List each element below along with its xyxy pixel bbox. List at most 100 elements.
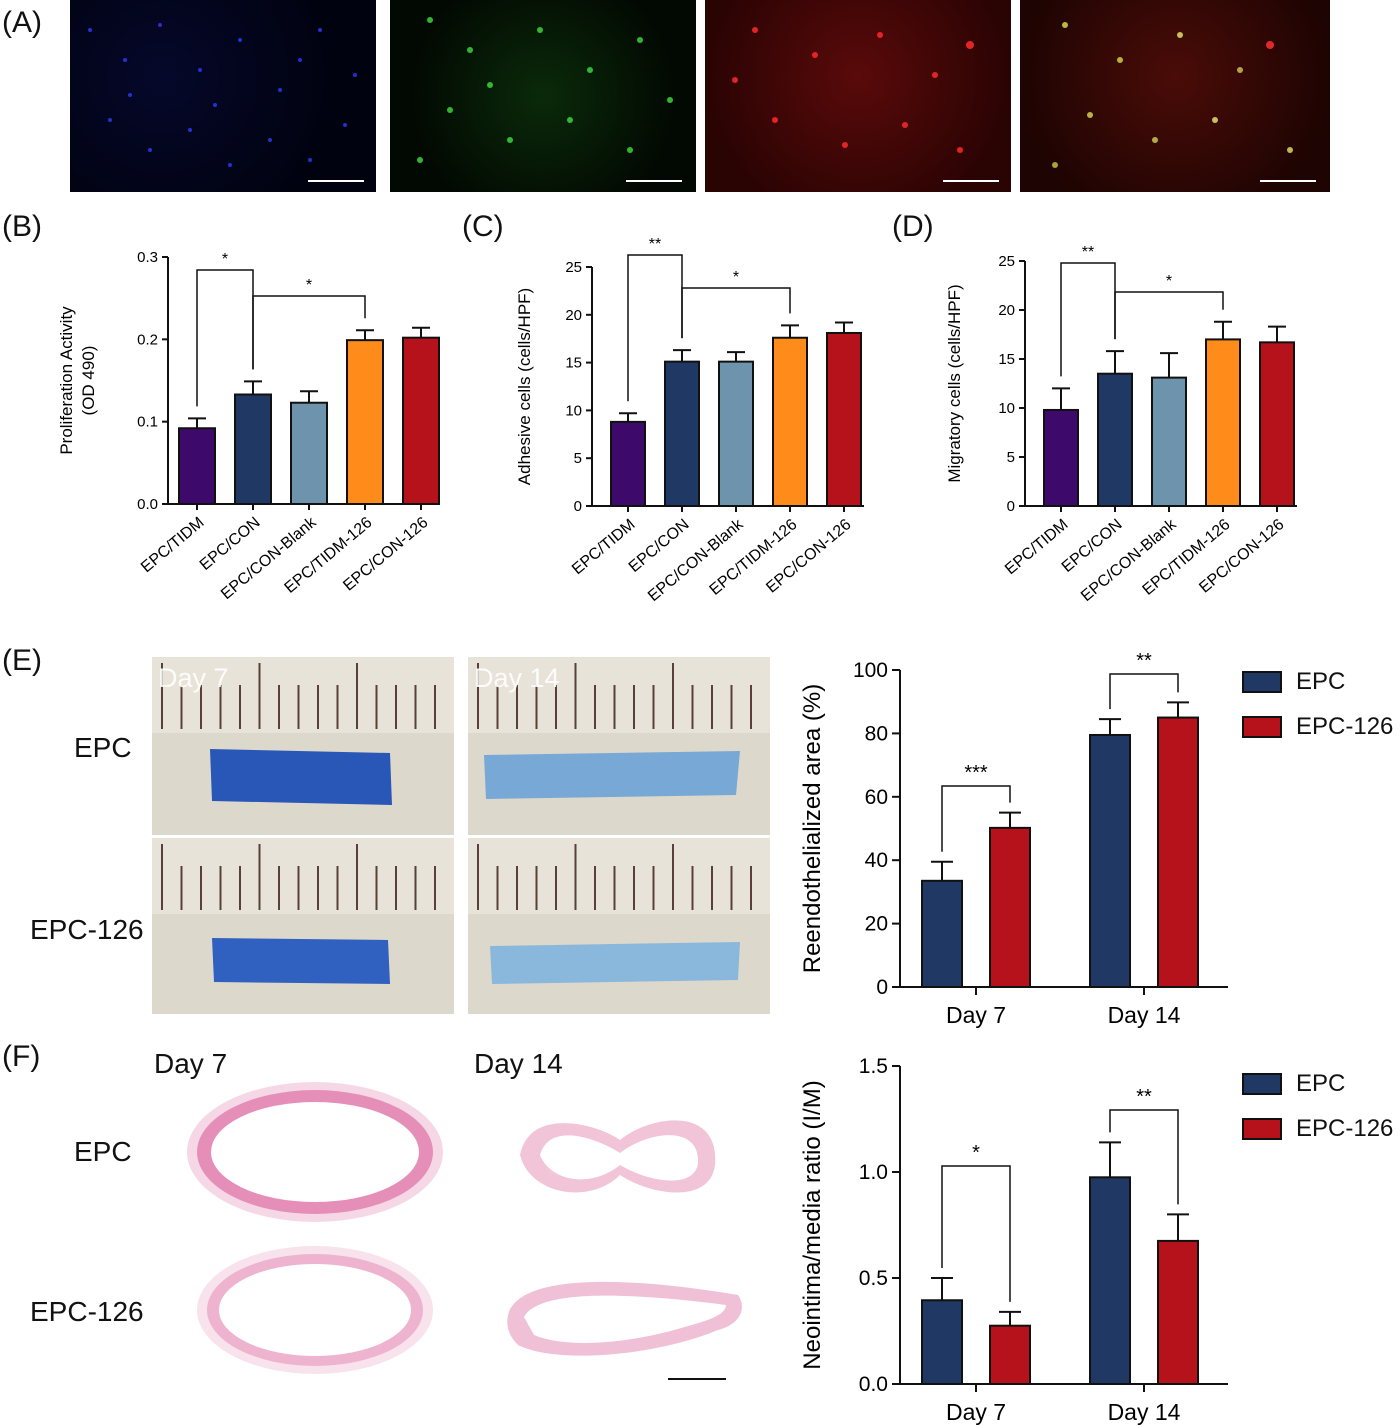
significance-bracket (681, 287, 791, 339)
vessel-stained (212, 938, 390, 984)
merged-cells (1052, 22, 1293, 168)
y-tick-label: 100 (853, 659, 888, 682)
micrograph-green (390, 0, 696, 192)
y-tick-label: 0 (1007, 498, 1015, 515)
significance-bracket (252, 295, 366, 370)
significance-bracket (941, 1165, 1011, 1302)
chart-d-migration: 0 5 10 15 20 25 Migratory cells (cells/HPF) EPC… (945, 244, 1297, 605)
scale-bar (668, 1378, 726, 1380)
red-cells (732, 27, 974, 153)
bar (772, 336, 808, 507)
significance-label: ** (649, 236, 661, 253)
green-cells (417, 17, 673, 163)
photo-epc126-day14 (468, 838, 770, 1014)
histology-epc126-day14 (507, 1281, 742, 1356)
micrograph-merge (1020, 0, 1330, 192)
y-tick-label: 10 (998, 400, 1015, 417)
ruler (468, 838, 770, 914)
y-axis-label: Adhesive cells (cells/HPF) (515, 288, 534, 485)
legend-swatch-epc (1242, 671, 1282, 693)
y-tick-label: 0.1 (137, 414, 158, 431)
panel-label-a: (A) (2, 6, 42, 39)
y-tick-label: 25 (998, 253, 1015, 270)
legend-swatch-epc (1242, 1073, 1282, 1095)
scale-bar (626, 180, 682, 182)
y-tick-label: 40 (865, 849, 888, 872)
significance-label: ** (1136, 650, 1152, 672)
bar (664, 360, 700, 507)
y-tick-label: 60 (865, 786, 888, 809)
y-tick-label: 80 (865, 722, 888, 745)
x-tick-label: Day 7 (946, 1002, 1006, 1028)
significance-bracket (1109, 673, 1179, 710)
day-label: Day 7 (158, 663, 229, 693)
significance-bracket (1060, 262, 1116, 377)
y-tick-label: 0.3 (137, 249, 158, 266)
significance-bracket (1109, 1109, 1179, 1205)
y-tick-label: 20 (865, 913, 888, 936)
y-tick-label: 0.2 (137, 331, 158, 348)
y-tick-label: 0.0 (859, 1373, 888, 1396)
panel-label-f: (F) (2, 1040, 41, 1073)
photo-epc-day7: Day 7 (152, 657, 454, 835)
bar (989, 826, 1031, 988)
panel-label-c: (C) (462, 210, 504, 243)
scale-bar (308, 180, 364, 182)
scale-bar (943, 180, 999, 182)
bar (1259, 341, 1295, 507)
histology-epc126-day7 (197, 1246, 433, 1374)
bar (610, 420, 646, 507)
significance-label: ** (1082, 244, 1094, 261)
bar (234, 393, 272, 506)
panel-label-d: (D) (892, 210, 934, 243)
vessel-stained (484, 751, 740, 799)
ruler (152, 838, 454, 914)
x-tick-label: EPC/CON-Blank (645, 515, 747, 605)
row-label-epc126: EPC-126 (30, 1296, 144, 1327)
y-axis-label: Neointima/media ratio (I/M) (799, 1080, 826, 1369)
y-tick-label: 0.5 (859, 1267, 888, 1290)
bar (1089, 1176, 1131, 1385)
y-tick-label: 25 (565, 259, 582, 276)
legend-swatch-epc126 (1242, 1118, 1282, 1140)
y-axis-label: (OD 490) (79, 346, 98, 416)
bar (1097, 372, 1133, 507)
panel-label-e: (E) (2, 644, 42, 677)
y-tick-label: 0.0 (137, 496, 158, 513)
bar (826, 331, 862, 507)
bar (1089, 733, 1131, 988)
legend-e: EPC EPC-126 (1242, 668, 1400, 748)
bar (718, 360, 754, 507)
significance-label: *** (964, 762, 988, 784)
legend-label-epc: EPC (1296, 1070, 1346, 1097)
bar (1205, 338, 1241, 508)
day-label-day14: Day 14 (474, 1048, 563, 1079)
day-label: Day 14 (474, 663, 560, 693)
y-tick-label: 20 (565, 307, 582, 324)
bar (1157, 716, 1199, 989)
chart-f-neointima: 0.0 0.5 1.0 1.5 Neointima/media ratio (I/M) D… (799, 1055, 1228, 1425)
bar (178, 427, 216, 505)
histology-epc-day14 (520, 1120, 716, 1193)
vessel-stained (490, 942, 740, 984)
x-tick-label: EPC/TIDM (1002, 516, 1071, 578)
y-tick-label: 1.5 (859, 1055, 888, 1078)
y-axis-label: Reendothelialized area (%) (799, 684, 826, 974)
ruler (152, 657, 454, 733)
significance-label: * (972, 1142, 980, 1164)
chart-c-adhesion: 0 5 10 15 20 25 Adhesive cells (cells/HPF) EPC/… (515, 236, 864, 605)
x-tick-label: EPC/TIDM (138, 514, 207, 576)
legend-label-epc: EPC (1296, 668, 1346, 695)
bar (346, 339, 384, 506)
scale-bar (1260, 180, 1316, 182)
y-tick-label: 5 (1007, 449, 1015, 466)
y-tick-label: 5 (574, 450, 582, 467)
x-tick-label: Day 7 (946, 1399, 1006, 1425)
histology-epc-day7 (187, 1082, 443, 1222)
y-tick-label: 10 (565, 402, 582, 419)
significance-label: * (306, 277, 312, 294)
panel-label-b: (B) (2, 210, 42, 243)
bar (989, 1324, 1031, 1386)
bar (402, 336, 440, 506)
x-tick-label: EPC/CON-Blank (218, 513, 320, 603)
